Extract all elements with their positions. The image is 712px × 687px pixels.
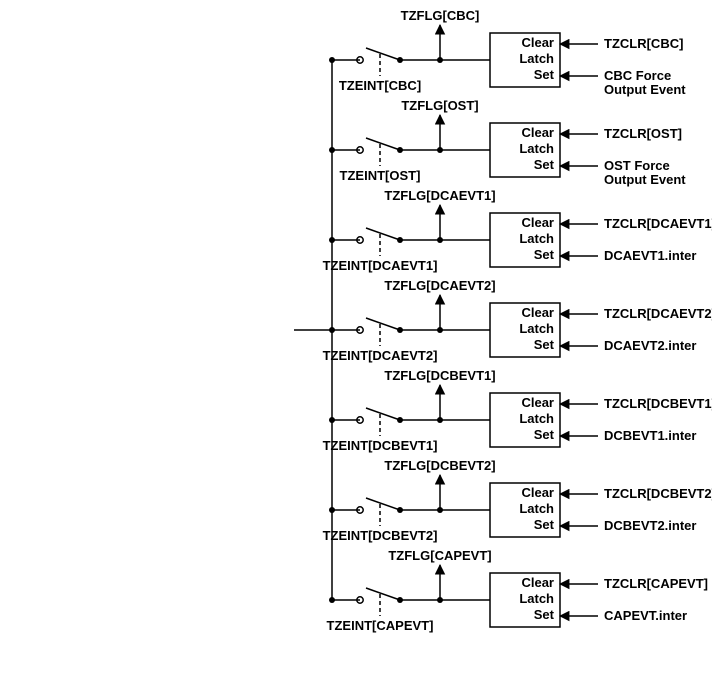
flag-label: TZFLG[DCAEVT2]	[384, 278, 495, 293]
latch-set: Set	[534, 427, 555, 442]
latch-latch: Latch	[519, 51, 554, 66]
clr-label: TZCLR[CBC]	[604, 36, 683, 51]
latch-set: Set	[534, 67, 555, 82]
src-label: DCAEVT2.inter	[604, 338, 696, 353]
src-label: OST Force	[604, 158, 670, 173]
channel-dcbevt2: ClearLatchSet TZCLR[DCBEVT2] DCBEVT2.inter…	[323, 458, 712, 543]
clr-label: TZCLR[DCAEVT1]	[604, 216, 712, 231]
eint-label: TZEINT[CAPEVT]	[327, 618, 434, 633]
latch-set: Set	[534, 157, 555, 172]
switch-arm	[366, 498, 400, 510]
latch-latch: Latch	[519, 501, 554, 516]
latch-clear: Clear	[521, 305, 554, 320]
latch-clear: Clear	[521, 485, 554, 500]
latch-latch: Latch	[519, 411, 554, 426]
latch-latch: Latch	[519, 231, 554, 246]
clr-label: TZCLR[OST]	[604, 126, 682, 141]
eint-label: TZEINT[DCAEVT2]	[323, 348, 438, 363]
switch-arm	[366, 588, 400, 600]
src-label: CAPEVT.inter	[604, 608, 687, 623]
latch-latch: Latch	[519, 321, 554, 336]
src-label: DCBEVT2.inter	[604, 518, 696, 533]
src-label: DCAEVT1.inter	[604, 248, 696, 263]
clr-label: TZCLR[DCAEVT2]	[604, 306, 712, 321]
channel-cbc: ClearLatchSet TZCLR[CBC] CBC ForceOutput E…	[329, 8, 686, 97]
eint-label: TZEINT[OST]	[340, 168, 421, 183]
latch-set: Set	[534, 247, 555, 262]
channel-ost: ClearLatchSet TZCLR[OST] OST ForceOutput E…	[329, 98, 686, 187]
eint-label: TZEINT[DCBEVT2]	[323, 528, 438, 543]
latch-latch: Latch	[519, 591, 554, 606]
src-label: DCBEVT1.inter	[604, 428, 696, 443]
latch-clear: Clear	[521, 575, 554, 590]
latch-clear: Clear	[521, 125, 554, 140]
switch-arm	[366, 408, 400, 420]
switch-arm	[366, 48, 400, 60]
clr-label: TZCLR[CAPEVT]	[604, 576, 708, 591]
src-label: CBC Force	[604, 68, 671, 83]
flag-label: TZFLG[CBC]	[401, 8, 480, 23]
eint-label: TZEINT[DCBEVT1]	[323, 438, 438, 453]
latch-set: Set	[534, 517, 555, 532]
flag-label: TZFLG[DCAEVT1]	[384, 188, 495, 203]
src-label-2: Output Event	[604, 82, 686, 97]
switch-arm	[366, 138, 400, 150]
switch-arm	[366, 318, 400, 330]
channel-dcbevt1: ClearLatchSet TZCLR[DCBEVT1] DCBEVT1.inter…	[323, 368, 712, 453]
flag-label: TZFLG[DCBEVT1]	[384, 368, 495, 383]
src-label-2: Output Event	[604, 172, 686, 187]
eint-label: TZEINT[DCAEVT1]	[323, 258, 438, 273]
channel-capevt: ClearLatchSet TZCLR[CAPEVT] CAPEVT.inter TZ…	[327, 548, 708, 633]
latch-clear: Clear	[521, 215, 554, 230]
flag-label: TZFLG[OST]	[401, 98, 478, 113]
flag-label: TZFLG[DCBEVT2]	[384, 458, 495, 473]
switch-arm	[366, 228, 400, 240]
clr-label: TZCLR[DCBEVT2]	[604, 486, 712, 501]
channel-dcaevt2: ClearLatchSet TZCLR[DCAEVT2] DCAEVT2.inter…	[323, 278, 712, 363]
clr-label: TZCLR[DCBEVT1]	[604, 396, 712, 411]
eint-label: TZEINT[CBC]	[339, 78, 421, 93]
latch-latch: Latch	[519, 141, 554, 156]
flag-label: TZFLG[CAPEVT]	[388, 548, 491, 563]
latch-clear: Clear	[521, 395, 554, 410]
latch-clear: Clear	[521, 35, 554, 50]
latch-set: Set	[534, 607, 555, 622]
latch-set: Set	[534, 337, 555, 352]
channel-dcaevt1: ClearLatchSet TZCLR[DCAEVT1] DCAEVT1.inter…	[323, 188, 712, 273]
